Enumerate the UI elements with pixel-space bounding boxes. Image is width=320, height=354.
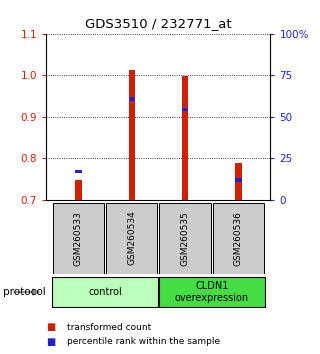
FancyBboxPatch shape: [213, 202, 264, 274]
Text: control: control: [88, 287, 122, 297]
Bar: [75, 180, 82, 200]
Text: GSM260534: GSM260534: [127, 211, 136, 266]
Text: CLDN1
overexpression: CLDN1 overexpression: [175, 281, 249, 303]
Text: GSM260536: GSM260536: [234, 211, 243, 266]
Text: transformed count: transformed count: [67, 323, 151, 332]
FancyBboxPatch shape: [159, 277, 265, 307]
Text: ■: ■: [46, 322, 56, 332]
Bar: [235, 162, 242, 200]
FancyBboxPatch shape: [52, 277, 158, 307]
Bar: [182, 76, 188, 200]
Text: ■: ■: [46, 337, 56, 347]
FancyBboxPatch shape: [106, 202, 157, 274]
Bar: [182, 108, 188, 112]
Text: GSM260535: GSM260535: [180, 211, 189, 266]
Bar: [129, 70, 135, 200]
Text: GSM260533: GSM260533: [74, 211, 83, 266]
FancyBboxPatch shape: [159, 202, 211, 274]
FancyBboxPatch shape: [53, 202, 104, 274]
Bar: [75, 170, 82, 173]
Text: percentile rank within the sample: percentile rank within the sample: [67, 337, 220, 346]
Bar: [129, 97, 135, 101]
Title: GDS3510 / 232771_at: GDS3510 / 232771_at: [85, 17, 232, 30]
Bar: [235, 178, 242, 182]
Text: protocol: protocol: [3, 287, 46, 297]
